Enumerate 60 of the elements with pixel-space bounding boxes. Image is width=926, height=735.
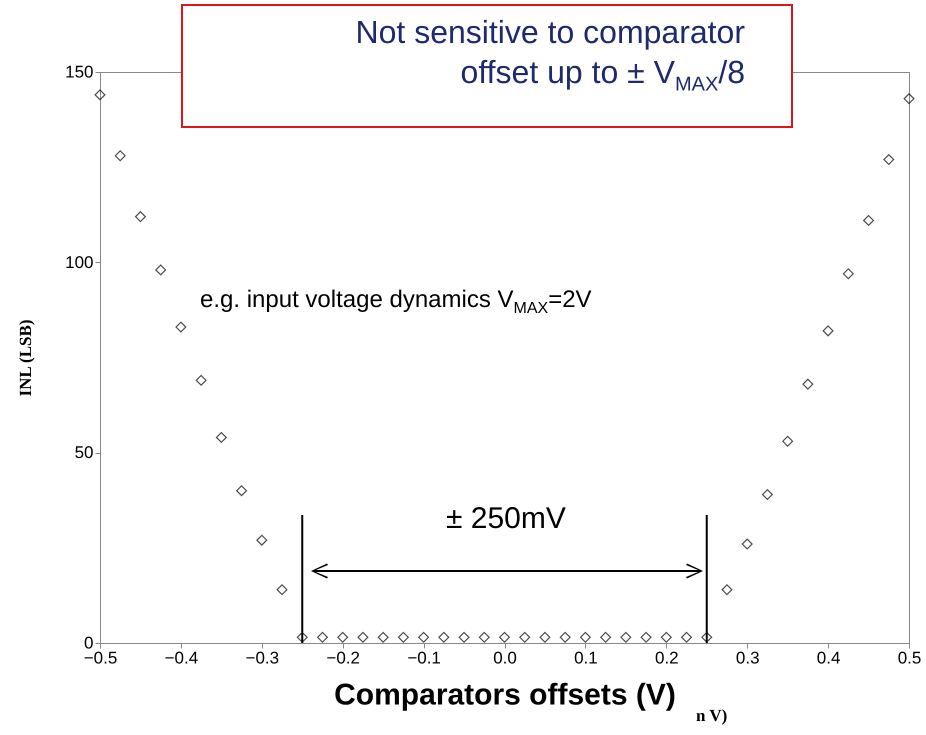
x-tick-label: 0.0	[493, 648, 517, 668]
point	[863, 214, 874, 226]
point	[94, 89, 106, 100]
point	[660, 632, 672, 643]
text-box: Not sensitive to comparator offset up to ± V$_{MAX}$/8	[181, 4, 793, 128]
y-tick-label: 50	[74, 443, 94, 462]
point	[317, 632, 328, 643]
point	[438, 632, 450, 643]
x-tick-label: −0.1	[407, 648, 441, 668]
x-tick-label: 0.3	[736, 648, 760, 668]
x-tick-label: 0.1	[574, 648, 598, 668]
x-tick-label: −0.3	[246, 648, 280, 668]
annotation: e.g. input voltage dynamics V$_{MAX}$=2V	[200, 286, 592, 318]
point	[114, 150, 126, 162]
point	[883, 154, 894, 166]
x-tick-label: 0.2	[654, 648, 679, 668]
point	[701, 632, 712, 643]
point	[580, 632, 591, 643]
text: n V)	[696, 706, 728, 726]
point	[155, 264, 166, 276]
point	[196, 374, 207, 386]
point	[600, 632, 612, 643]
point	[822, 325, 834, 336]
point	[539, 632, 550, 643]
x-tick-label: −0.4	[164, 648, 198, 668]
y-axis-title: INL (LSB)	[16, 320, 36, 396]
point	[458, 632, 470, 643]
point	[782, 436, 794, 447]
point	[418, 632, 430, 643]
point	[802, 378, 814, 390]
point	[134, 211, 146, 222]
point	[499, 632, 510, 643]
x-tick-label: 0.5	[898, 648, 922, 668]
point	[378, 632, 389, 643]
point	[742, 538, 753, 550]
point	[640, 632, 652, 643]
annotation: ± 250mV	[446, 502, 566, 536]
point	[519, 632, 530, 643]
point	[620, 632, 632, 643]
point	[560, 632, 571, 643]
point	[216, 432, 227, 443]
point	[904, 93, 914, 104]
point	[175, 322, 186, 333]
point	[357, 632, 368, 643]
point	[296, 632, 308, 643]
point	[337, 632, 348, 643]
y-tick-label: 100	[65, 252, 94, 272]
x-tick-label: 0.4	[816, 648, 840, 668]
x-axis-title: Comparators offsets (V)	[334, 678, 676, 712]
point	[762, 489, 773, 500]
point	[236, 485, 248, 496]
point	[478, 632, 490, 643]
point	[276, 584, 288, 596]
point	[722, 584, 732, 596]
point	[256, 534, 268, 546]
point	[842, 268, 854, 280]
point	[398, 632, 409, 643]
x-tick-label: −0.2	[326, 648, 360, 668]
point	[681, 632, 692, 643]
y-tick-label: 150	[65, 62, 94, 82]
